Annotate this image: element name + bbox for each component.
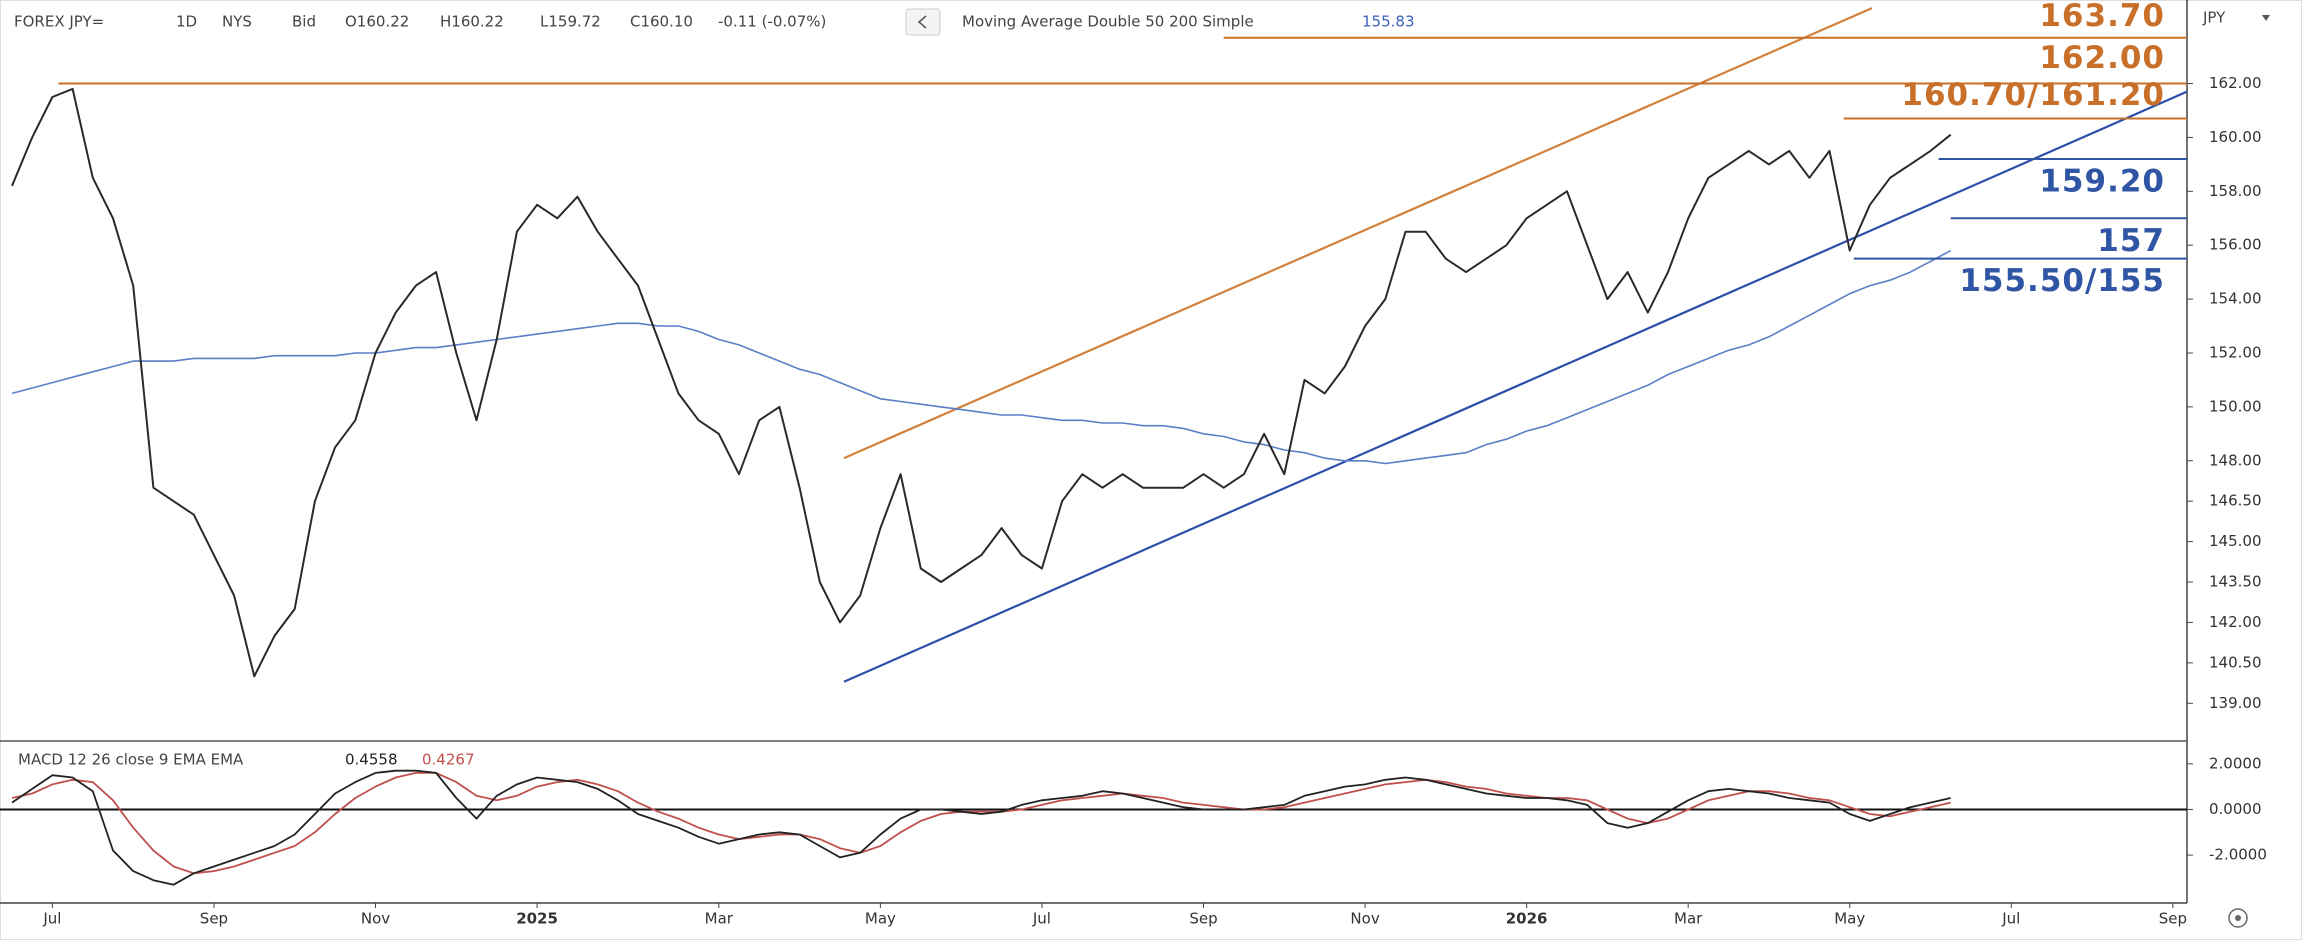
low: L159.72 <box>540 13 601 31</box>
y-tick-label: 143.50 <box>2209 573 2262 591</box>
currency-dropdown[interactable] <box>2262 15 2270 21</box>
level-label: 157 <box>2097 223 2165 259</box>
collapse-icon <box>917 15 927 29</box>
y-tick-label: 145.00 <box>2209 532 2262 550</box>
side: Bid <box>292 13 316 31</box>
x-tick-label: 2026 <box>1506 910 1548 928</box>
level-label: 160.70/161.20 <box>1901 77 2165 113</box>
indicator-value: 155.83 <box>1362 13 1415 31</box>
macd-title: MACD 12 26 close 9 EMA EMA <box>18 751 244 769</box>
y-tick-label: 2.0000 <box>2209 754 2262 772</box>
y-tick-label: 140.50 <box>2209 653 2262 671</box>
macd-line <box>11 769 1951 886</box>
level-label: 163.70 <box>2039 0 2165 34</box>
x-tick-label: Nov <box>361 910 390 928</box>
indicator-name: Moving Average Double 50 200 Simple <box>962 13 1254 31</box>
y-tick-label: 160.00 <box>2209 128 2262 146</box>
level-label: 159.20 <box>2039 163 2165 199</box>
y-tick-label: 142.00 <box>2209 613 2262 631</box>
x-tick-label: Mar <box>1674 910 1703 928</box>
macd-value: 0.4558 <box>345 751 398 769</box>
x-tick-label: 2025 <box>516 910 558 928</box>
x-tick-label: Sep <box>200 910 228 928</box>
price-line <box>11 87 1952 678</box>
y-tick-label: 150.00 <box>2209 397 2262 415</box>
settings-icon[interactable] <box>2228 908 2248 928</box>
symbol: FOREX JPY= <box>14 13 104 31</box>
high: H160.22 <box>440 13 504 31</box>
x-tick-label: May <box>865 910 896 928</box>
x-tick-label: Jul <box>1032 910 1051 928</box>
y-tick-label: -2.0000 <box>2209 846 2267 864</box>
y-tick-label: 146.50 <box>2209 492 2262 510</box>
x-tick-label: Sep <box>2159 910 2187 928</box>
x-tick-label: May <box>1834 910 1865 928</box>
y-tick-label: 154.00 <box>2209 290 2262 308</box>
signal-value: 0.4267 <box>422 751 475 769</box>
change: -0.11 (-0.07%) <box>718 13 826 31</box>
level-label: 162.00 <box>2039 40 2165 76</box>
x-tick-label: Jul <box>2001 910 2020 928</box>
collapse-button[interactable] <box>905 8 941 36</box>
interval[interactable]: 1D <box>176 13 197 31</box>
exchange: NYS <box>222 13 252 31</box>
y-tick-label: 156.00 <box>2209 236 2262 254</box>
y-tick-label: 0.0000 <box>2209 800 2262 818</box>
trendline <box>843 90 2188 683</box>
y-tick-label: 158.00 <box>2209 182 2262 200</box>
y-tick-label: 148.00 <box>2209 451 2262 469</box>
currency[interactable]: JPY <box>2202 9 2226 27</box>
y-tick-label: 162.00 <box>2209 74 2262 92</box>
signal-line <box>11 772 1951 875</box>
moving-average-line <box>11 249 1952 465</box>
y-tick-label: 152.00 <box>2209 343 2262 361</box>
settings-icon-dot <box>2235 915 2241 921</box>
x-tick-label: Jul <box>42 910 61 928</box>
x-tick-label: Sep <box>1189 910 1217 928</box>
x-tick-label: Mar <box>705 910 734 928</box>
level-label: 155.50/155 <box>1959 263 2165 299</box>
x-tick-label: Nov <box>1350 910 1379 928</box>
close: C160.10 <box>630 13 693 31</box>
y-tick-label: 139.00 <box>2209 694 2262 712</box>
open: O160.22 <box>345 13 409 31</box>
